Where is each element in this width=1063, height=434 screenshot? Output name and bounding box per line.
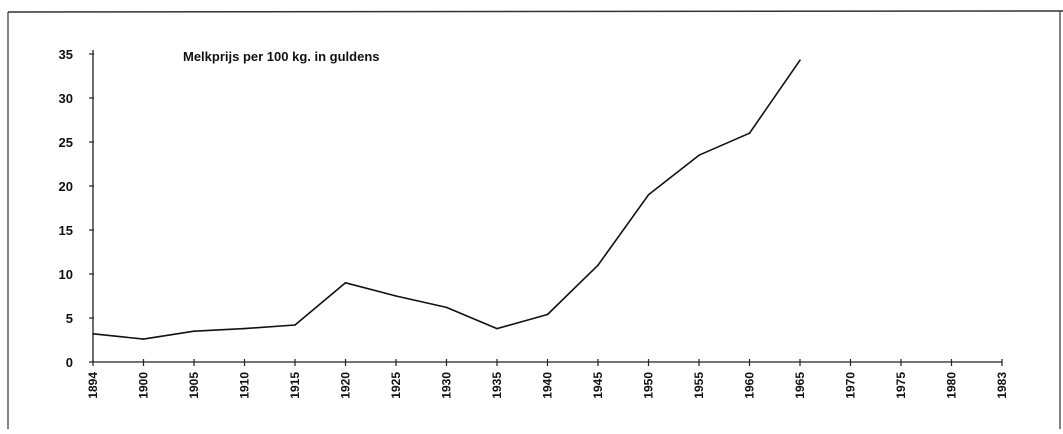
x-tick-label: 1935 — [490, 372, 504, 399]
y-tick-label: 25 — [59, 135, 73, 150]
data-point — [597, 264, 599, 267]
x-tick-label: 1983 — [995, 372, 1009, 399]
x-tick-label: 1894 — [86, 372, 100, 399]
x-ticks: 1894 1900 1905 1910 1915 1920 1925 1930 1935 1940… — [86, 359, 1009, 399]
data-point — [294, 324, 296, 326]
data-point — [445, 306, 448, 309]
y-tick-label: 10 — [59, 267, 73, 282]
x-tick-label: 1980 — [945, 372, 959, 399]
data-point — [799, 59, 801, 61]
y-tick-label: 20 — [59, 179, 73, 194]
y-tick-label: 35 — [59, 47, 73, 62]
data-point — [193, 330, 195, 333]
data-point — [344, 282, 347, 284]
y-tick-label: 0 — [66, 355, 73, 370]
x-tick-label: 1925 — [389, 372, 403, 399]
data-point — [748, 132, 751, 134]
x-tick-label: 1955 — [692, 372, 706, 399]
frame-top-border — [7, 10, 1063, 13]
x-tick-label: 1900 — [137, 372, 151, 399]
data-point — [698, 154, 700, 156]
series-line — [92, 59, 801, 340]
chart-title: Melkprijs per 100 kg. in guldens — [183, 49, 380, 64]
x-tick-label: 1915 — [288, 372, 302, 399]
x-tick-label: 1910 — [238, 372, 252, 399]
x-tick-label: 1945 — [591, 372, 605, 399]
data-point — [546, 313, 549, 316]
x-tick-label: 1965 — [793, 372, 807, 399]
data-point — [92, 333, 94, 335]
data-point — [496, 327, 498, 330]
y-tick-label: 15 — [59, 223, 73, 238]
series-group — [92, 59, 801, 340]
x-tick-label: 1950 — [642, 372, 656, 399]
y-tick-label: 5 — [66, 311, 73, 326]
data-point — [395, 295, 397, 297]
x-tick-label: 1930 — [440, 372, 454, 399]
x-tick-label: 1960 — [743, 372, 757, 399]
data-point — [142, 338, 145, 340]
x-tick-label: 1975 — [894, 372, 908, 399]
x-tick-label: 1920 — [339, 372, 353, 399]
x-tick-label: 1905 — [187, 372, 201, 399]
data-point — [647, 194, 650, 196]
y-tick-label: 30 — [59, 91, 73, 106]
y-ticks: 0 5 10 15 20 25 30 35 — [59, 47, 94, 370]
data-point — [243, 327, 246, 330]
x-tick-label: 1940 — [541, 372, 555, 399]
x-tick-label: 1970 — [844, 372, 858, 399]
